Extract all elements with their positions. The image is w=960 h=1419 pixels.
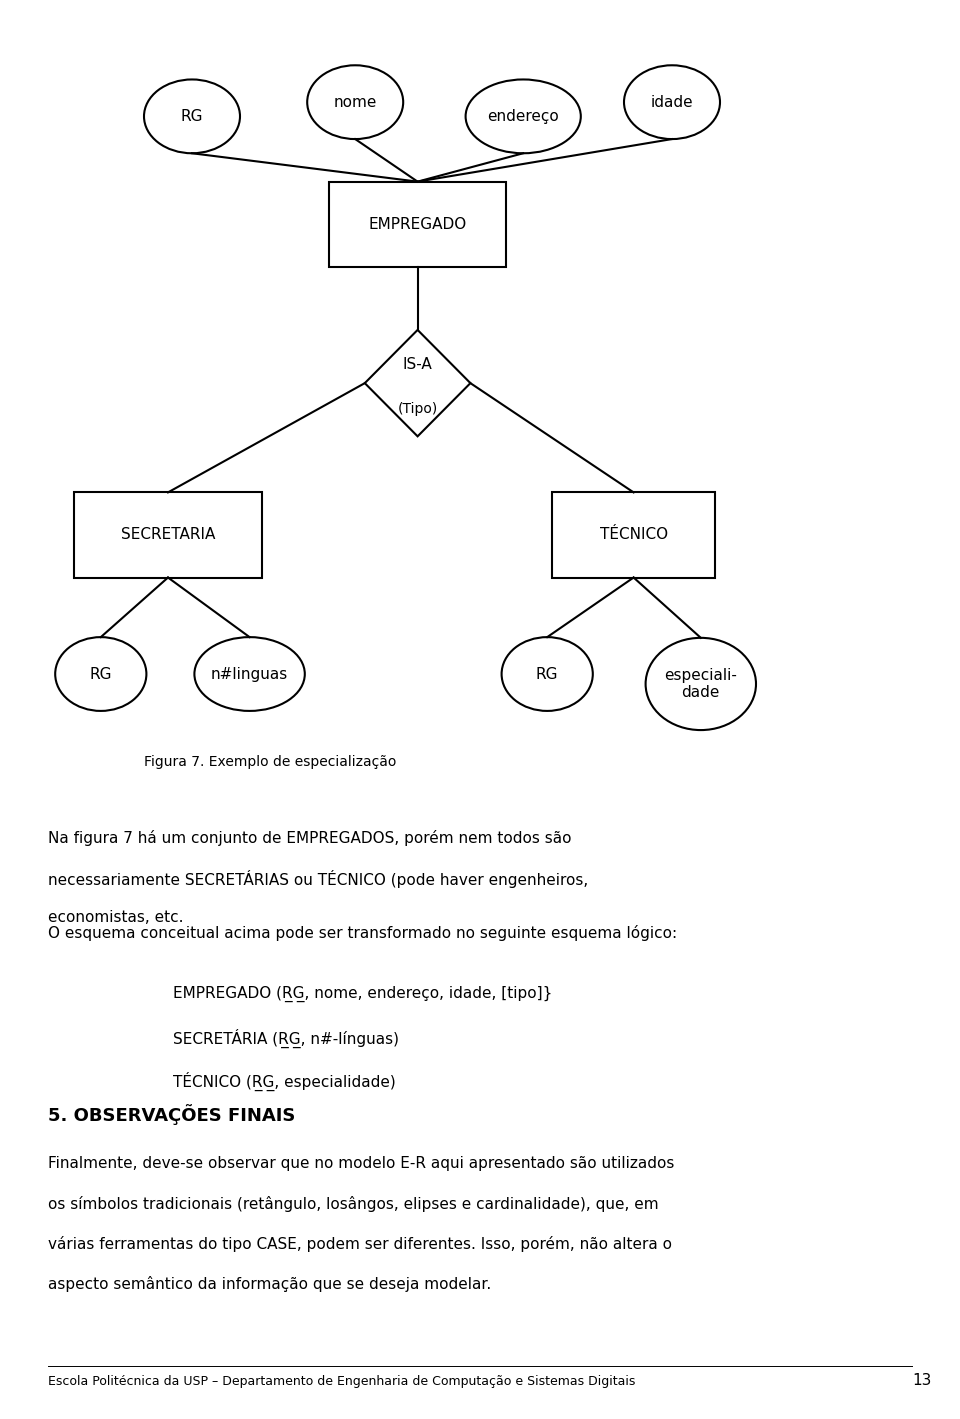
Text: EMPREGADO: EMPREGADO	[369, 217, 467, 231]
Text: nome: nome	[333, 95, 377, 109]
Text: especiali-
dade: especiali- dade	[664, 668, 737, 700]
Text: Na figura 7 há um conjunto de EMPREGADOS, porém nem todos são: Na figura 7 há um conjunto de EMPREGADOS…	[48, 830, 571, 846]
Text: os símbolos tradicionais (retângulo, losângos, elipses e cardinalidade), que, em: os símbolos tradicionais (retângulo, los…	[48, 1196, 659, 1212]
Text: endereço: endereço	[488, 109, 559, 123]
Text: idade: idade	[651, 95, 693, 109]
Text: 5. OBSERVAÇÕES FINAIS: 5. OBSERVAÇÕES FINAIS	[48, 1104, 296, 1125]
Text: RG: RG	[180, 109, 204, 123]
Text: n#linguas: n#linguas	[211, 667, 288, 681]
Text: aspecto semântico da informação que se deseja modelar.: aspecto semântico da informação que se d…	[48, 1276, 492, 1291]
Text: SECRETÁRIA (R̲G̲, n#-línguas): SECRETÁRIA (R̲G̲, n#-línguas)	[173, 1029, 398, 1049]
Text: TÉCNICO (R̲G̲, especialidade): TÉCNICO (R̲G̲, especialidade)	[173, 1071, 396, 1091]
Text: RG: RG	[89, 667, 112, 681]
Text: TÉCNICO: TÉCNICO	[600, 528, 667, 542]
Text: economistas, etc.: economistas, etc.	[48, 910, 183, 925]
Bar	[74, 492, 261, 578]
Text: várias ferramentas do tipo CASE, podem ser diferentes. Isso, porém, não altera o: várias ferramentas do tipo CASE, podem s…	[48, 1236, 672, 1252]
Text: Figura 7. Exemplo de especialização: Figura 7. Exemplo de especialização	[144, 755, 396, 769]
Text: necessariamente SECRETÁRIAS ou TÉCNICO (pode haver engenheiros,: necessariamente SECRETÁRIAS ou TÉCNICO (…	[48, 870, 588, 888]
Text: EMPREGADO (R̲G̲, nome, endereço, idade, [tipo]}: EMPREGADO (R̲G̲, nome, endereço, idade, …	[173, 986, 552, 1002]
Text: SECRETARIA: SECRETARIA	[121, 528, 215, 542]
Text: IS-A: IS-A	[403, 358, 432, 372]
Bar	[552, 492, 715, 578]
Text: Escola Politécnica da USP – Departamento de Engenharia de Computação e Sistemas : Escola Politécnica da USP – Departamento…	[48, 1375, 636, 1388]
Text: O esquema conceitual acima pode ser transformado no seguinte esquema lógico:: O esquema conceitual acima pode ser tran…	[48, 925, 677, 941]
Text: RG: RG	[536, 667, 559, 681]
Text: (Tipo): (Tipo)	[397, 402, 438, 416]
Text: 13: 13	[912, 1372, 931, 1388]
Text: Finalmente, deve-se observar que no modelo E-R aqui apresentado são utilizados: Finalmente, deve-se observar que no mode…	[48, 1156, 674, 1172]
Bar	[328, 182, 507, 267]
